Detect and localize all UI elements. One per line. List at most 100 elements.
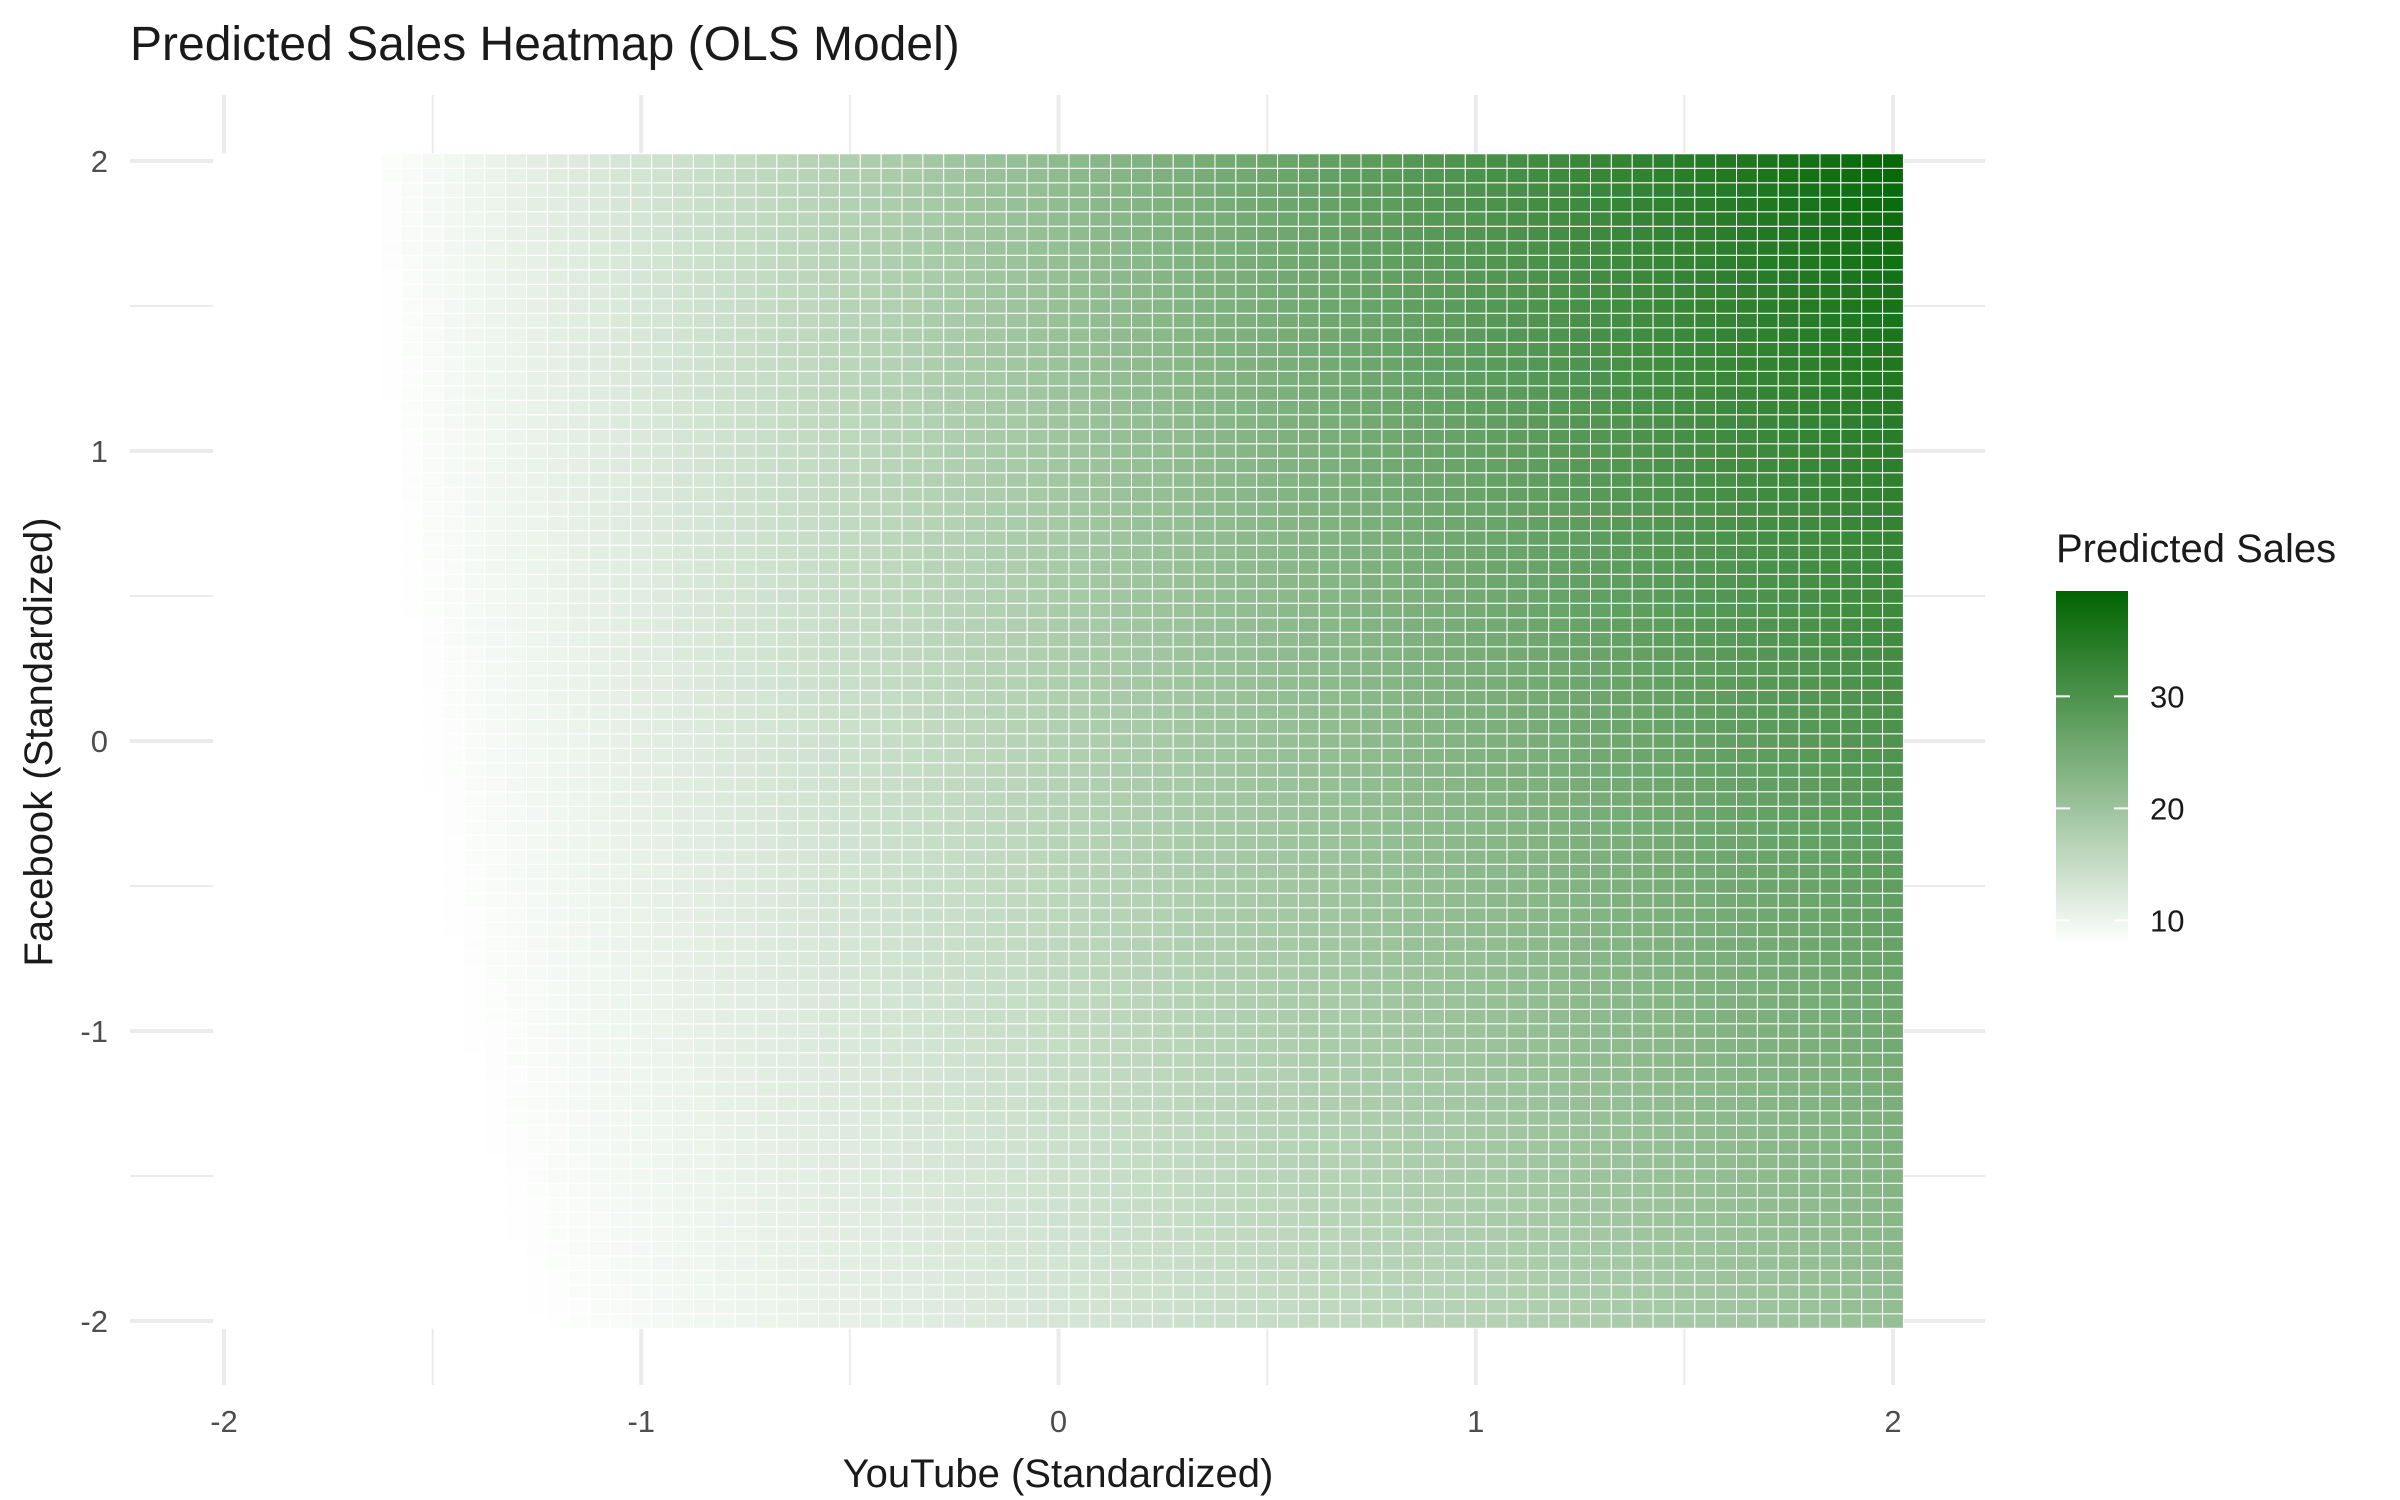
heatmap-cell bbox=[1068, 1008, 1091, 1025]
heatmap-cell bbox=[1423, 211, 1445, 227]
heatmap-cell bbox=[1402, 979, 1425, 996]
heatmap-cell bbox=[463, 689, 486, 706]
heatmap-cell bbox=[1423, 298, 1445, 314]
heatmap-cell bbox=[922, 385, 945, 401]
heatmap-cell bbox=[296, 863, 319, 880]
heatmap-cell bbox=[421, 602, 444, 619]
heatmap-cell bbox=[797, 1313, 820, 1329]
heatmap-cell bbox=[213, 1037, 235, 1054]
heatmap-cell bbox=[1381, 167, 1404, 184]
heatmap-cell bbox=[880, 1284, 903, 1300]
heatmap-cell bbox=[1172, 907, 1195, 923]
heatmap-cell bbox=[442, 414, 465, 430]
heatmap-cell bbox=[233, 863, 256, 880]
heatmap-cell bbox=[463, 1284, 486, 1300]
heatmap-cell bbox=[1214, 428, 1237, 445]
heatmap-cell bbox=[505, 356, 528, 372]
heatmap-cell bbox=[984, 167, 1007, 184]
heatmap-cell bbox=[1151, 269, 1174, 285]
heatmap-cell bbox=[1172, 675, 1195, 691]
heatmap-cell bbox=[1193, 240, 1216, 256]
heatmap-cell bbox=[755, 1124, 778, 1141]
heatmap-cell bbox=[1339, 1124, 1362, 1141]
heatmap-cell bbox=[379, 1037, 402, 1054]
heatmap-cell bbox=[1193, 341, 1216, 358]
heatmap-cell bbox=[359, 950, 381, 967]
heatmap-cell bbox=[1026, 979, 1049, 996]
heatmap-cell bbox=[421, 747, 444, 764]
heatmap-cell bbox=[609, 675, 632, 691]
heatmap-cell bbox=[1193, 936, 1216, 952]
heatmap-cell bbox=[1172, 921, 1195, 938]
heatmap-cell bbox=[630, 994, 653, 1010]
heatmap-cell bbox=[1235, 704, 1258, 720]
heatmap-cell bbox=[526, 1226, 548, 1242]
heatmap-cell bbox=[630, 704, 653, 720]
heatmap-cell bbox=[1256, 530, 1279, 546]
heatmap-cell bbox=[1193, 921, 1216, 938]
heatmap-cell bbox=[1172, 1240, 1195, 1257]
heatmap-cell bbox=[442, 457, 465, 474]
heatmap-cell bbox=[213, 457, 235, 474]
heatmap-cell bbox=[984, 1240, 1007, 1257]
heatmap-cell bbox=[692, 530, 715, 546]
heatmap-cell bbox=[463, 994, 486, 1010]
heatmap-cell bbox=[1193, 211, 1216, 227]
heatmap-cell bbox=[546, 1052, 569, 1068]
heatmap-cell bbox=[1256, 718, 1279, 735]
heatmap-cell bbox=[1360, 834, 1383, 851]
heatmap-cell bbox=[922, 805, 945, 822]
heatmap-cell bbox=[338, 1066, 361, 1083]
heatmap-cell bbox=[526, 776, 548, 793]
heatmap-cell bbox=[1423, 849, 1445, 865]
heatmap-cell bbox=[964, 776, 986, 793]
heatmap-cell bbox=[1005, 588, 1028, 604]
heatmap-cell bbox=[442, 747, 465, 764]
heatmap-cell bbox=[630, 399, 653, 416]
heatmap-cell bbox=[254, 994, 277, 1010]
heatmap-cell bbox=[1464, 515, 1487, 532]
heatmap-cell bbox=[588, 1110, 611, 1126]
heatmap-cell bbox=[1464, 153, 1487, 169]
heatmap-cell bbox=[1172, 965, 1195, 981]
heatmap-cell bbox=[1464, 617, 1487, 633]
heatmap-cell bbox=[755, 211, 778, 227]
heatmap-cell bbox=[797, 283, 820, 300]
heatmap-cell bbox=[713, 820, 736, 836]
heatmap-cell bbox=[254, 791, 277, 807]
heatmap-cell bbox=[1068, 399, 1091, 416]
heatmap-cell bbox=[1318, 1298, 1341, 1315]
heatmap-cell bbox=[964, 196, 986, 213]
heatmap-cell bbox=[964, 892, 986, 909]
heatmap-cell bbox=[984, 443, 1007, 459]
heatmap-cell bbox=[1297, 849, 1320, 865]
heatmap-cell bbox=[317, 936, 340, 952]
heatmap-cell bbox=[359, 443, 381, 459]
heatmap-cell bbox=[734, 617, 757, 633]
heatmap-cell bbox=[1172, 1197, 1195, 1213]
heatmap-cell bbox=[213, 1066, 235, 1083]
heatmap-cell bbox=[317, 1052, 340, 1068]
heatmap-cell bbox=[838, 370, 861, 387]
heatmap-cell bbox=[296, 1240, 319, 1257]
heatmap-cell bbox=[838, 1284, 861, 1300]
heatmap-cell bbox=[713, 646, 736, 662]
heatmap-cell bbox=[1193, 1066, 1216, 1083]
heatmap-cell bbox=[1172, 1124, 1195, 1141]
heatmap-cell bbox=[317, 356, 340, 372]
heatmap-cell bbox=[1485, 1081, 1508, 1097]
heatmap-cell bbox=[1360, 501, 1383, 517]
heatmap-cell bbox=[838, 791, 861, 807]
heatmap-cell bbox=[1005, 994, 1028, 1010]
heatmap-cell bbox=[734, 1313, 757, 1329]
heatmap-cell bbox=[672, 370, 694, 387]
heatmap-cell bbox=[1110, 994, 1133, 1010]
heatmap-cell bbox=[797, 298, 820, 314]
heatmap-cell bbox=[484, 834, 507, 851]
heatmap-cell bbox=[838, 689, 861, 706]
heatmap-cell bbox=[859, 1269, 882, 1286]
heatmap-cell bbox=[672, 1037, 694, 1054]
heatmap-cell bbox=[359, 182, 381, 198]
heatmap-cell bbox=[254, 196, 277, 213]
heatmap-cell bbox=[296, 1095, 319, 1112]
